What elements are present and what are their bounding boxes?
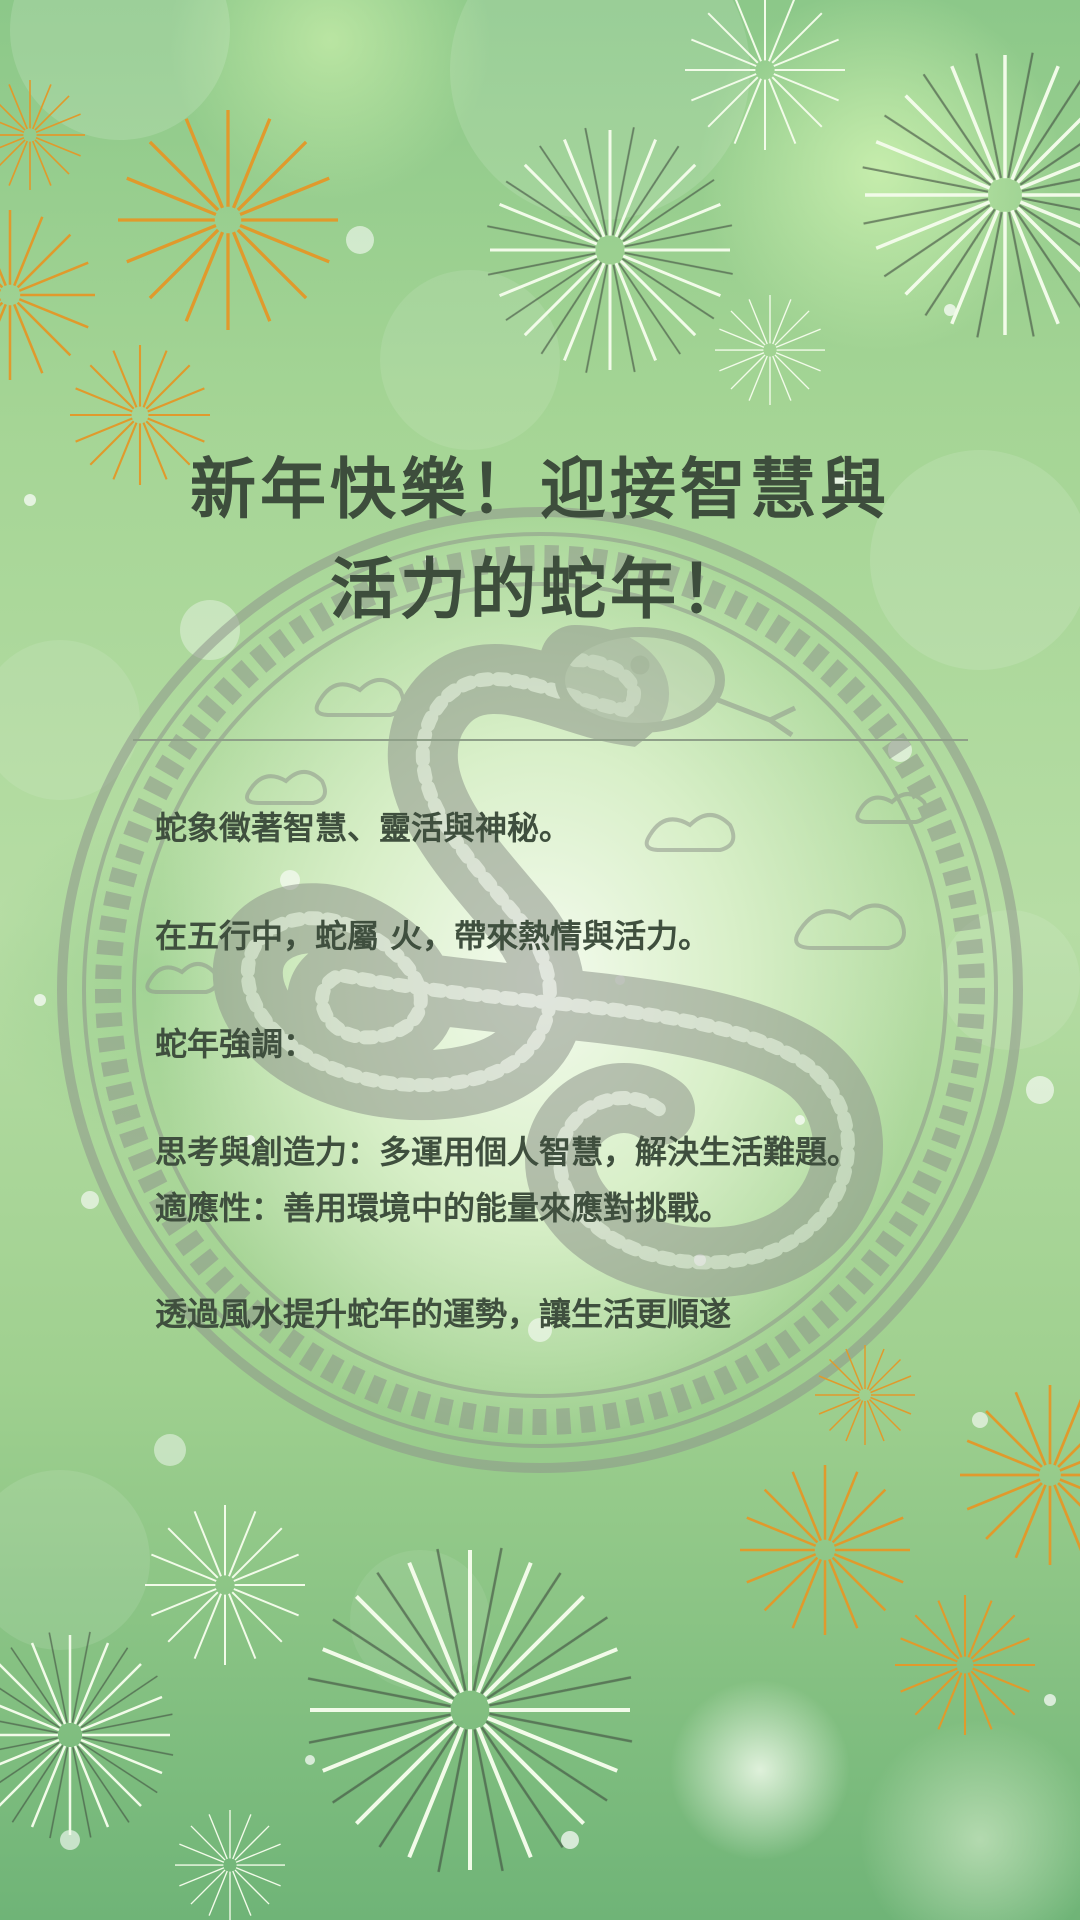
firework-orange-8 — [893, 1593, 1037, 1737]
title-line-1: 新年快樂！迎接智慧與 — [190, 451, 890, 528]
snake-head — [555, 627, 725, 733]
list-item-adaptability: 適應性：善用環境中的能量來應對挑戰。 — [155, 1189, 732, 1227]
title-divider — [133, 739, 968, 741]
firework-light-4 — [714, 294, 826, 406]
firework-orange-7 — [738, 1463, 912, 1637]
firework-light-8 — [174, 1809, 286, 1920]
paragraph-snake-symbolism: 蛇象徵著智慧、靈活與神秘。 — [155, 809, 572, 847]
firework-orange-3 — [0, 208, 97, 382]
firework-orange-2 — [0, 79, 86, 191]
firework-light-1 — [488, 128, 732, 372]
emblem-key-pattern-ring — [95, 545, 985, 1435]
firework-orange-1 — [116, 108, 340, 332]
page-title: 新年快樂！迎接智慧與 活力的蛇年！ — [0, 440, 1080, 640]
firework-light-2 — [683, 0, 847, 151]
paragraph-feng-shui: 透過風水提升蛇年的運勢，讓生活更順遂 — [155, 1295, 732, 1333]
paragraph-year-emphasis: 蛇年強調： — [155, 1025, 316, 1063]
emblem-outer-ring — [57, 507, 1023, 1473]
snake-tongue — [717, 697, 797, 738]
title-line-2: 活力的蛇年！ — [330, 551, 750, 628]
firework-orange-6 — [958, 1383, 1080, 1567]
firework-light-6 — [310, 1550, 630, 1870]
firework-light-5 — [143, 1503, 307, 1667]
firework-light-3 — [863, 53, 1080, 337]
cloud-motifs — [145, 678, 929, 994]
snake-body — [213, 625, 883, 1298]
body-text: 蛇象徵著智慧、靈活與神秘。 在五行中，蛇屬 火，帶來熱情與活力。 蛇年強調： 思… — [155, 800, 859, 1342]
list-item-creativity: 思考與創造力：多運用個人智慧，解決生活難題。 — [155, 1133, 860, 1171]
firework-orange-5 — [814, 1344, 916, 1446]
paragraph-five-elements: 在五行中，蛇屬 火，帶來熱情與活力。 — [155, 917, 711, 955]
